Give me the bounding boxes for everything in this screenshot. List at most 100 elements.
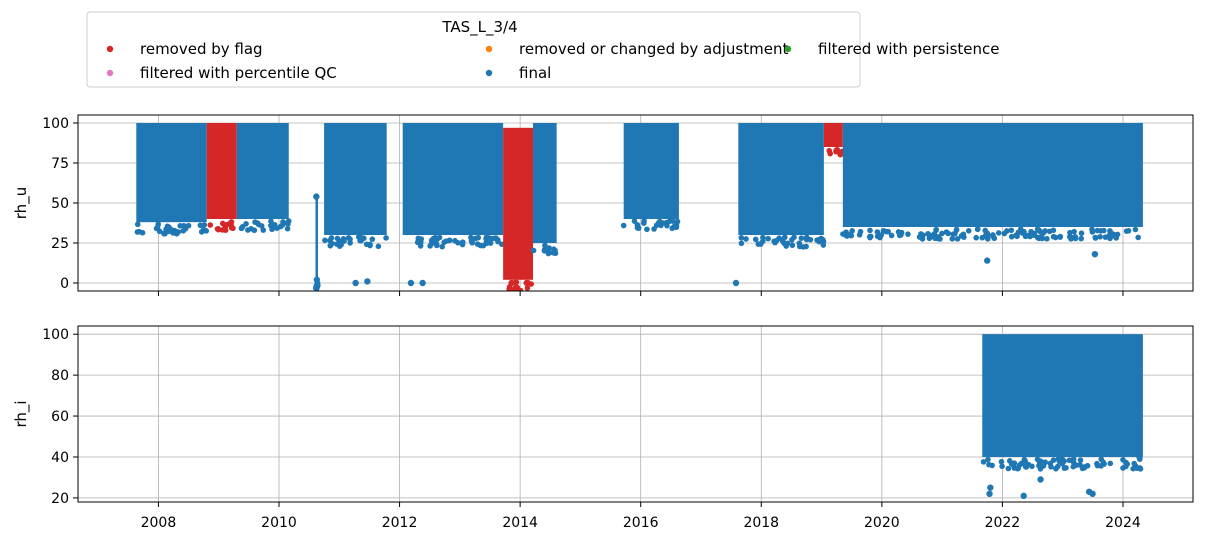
y-tick-label: 20 xyxy=(51,491,69,507)
data-point xyxy=(268,218,274,225)
data-point xyxy=(800,244,806,250)
data-point xyxy=(965,228,972,234)
x-tick-label: 2014 xyxy=(502,515,538,531)
y-axis-label: rh_u xyxy=(12,187,31,219)
x-tick-label: 2016 xyxy=(623,515,659,531)
data-point xyxy=(1098,463,1104,469)
data-point xyxy=(433,241,440,247)
data-point xyxy=(285,221,291,227)
data-point xyxy=(1094,460,1100,467)
data-band xyxy=(206,123,237,219)
data-band xyxy=(982,334,1143,457)
data-point xyxy=(659,220,666,226)
data-point xyxy=(1066,457,1073,464)
legend-marker xyxy=(784,45,792,53)
data-point xyxy=(985,456,991,463)
data-point xyxy=(1005,465,1012,472)
x-tick-label: 2008 xyxy=(141,515,177,531)
data-point xyxy=(1109,231,1116,237)
series-final xyxy=(134,123,210,237)
data-point xyxy=(313,283,320,290)
data-point xyxy=(329,240,335,247)
data-point xyxy=(541,247,548,254)
legend-title: TAS_L_3/4 xyxy=(441,18,517,37)
data-point xyxy=(974,226,981,232)
data-point xyxy=(986,490,993,498)
data-point xyxy=(1028,228,1034,235)
data-band xyxy=(842,123,1143,227)
data-point xyxy=(1130,465,1136,472)
x-tick-label: 2020 xyxy=(864,515,900,531)
legend-marker xyxy=(106,45,114,53)
data-point xyxy=(201,222,208,228)
legend-frame xyxy=(86,11,861,88)
data-point xyxy=(207,222,214,228)
data-marks xyxy=(134,123,1143,291)
data-point xyxy=(1038,233,1045,239)
data-point xyxy=(523,279,530,287)
data-point xyxy=(134,221,141,228)
data-point xyxy=(170,230,176,236)
data-point xyxy=(313,193,320,200)
data-point xyxy=(550,250,557,256)
data-point xyxy=(1097,233,1103,240)
data-point xyxy=(937,236,943,242)
data-point xyxy=(987,484,994,491)
data-point xyxy=(1036,228,1043,235)
data-point xyxy=(1123,459,1129,466)
data-point xyxy=(322,237,328,244)
data-point xyxy=(1046,228,1053,235)
data-point xyxy=(1008,227,1015,234)
data-point xyxy=(1089,229,1096,235)
data-point xyxy=(452,237,458,244)
data-point xyxy=(1061,458,1067,464)
x-tick-label: 2018 xyxy=(743,515,779,531)
data-point xyxy=(999,463,1005,470)
data-point xyxy=(215,226,222,232)
data-point xyxy=(1016,462,1023,468)
data-point xyxy=(826,147,833,154)
data-point xyxy=(228,225,235,231)
data-point xyxy=(228,219,235,225)
data-point xyxy=(284,225,291,232)
data-point xyxy=(328,235,335,241)
data-point xyxy=(139,229,146,236)
data-point xyxy=(874,229,881,235)
y-tick-label: 60 xyxy=(51,409,69,425)
data-point xyxy=(1021,456,1028,463)
data-point xyxy=(620,222,627,229)
data-point xyxy=(1079,465,1086,472)
data-point xyxy=(375,243,382,250)
data-point xyxy=(243,221,249,227)
series-final xyxy=(738,123,827,250)
data-point xyxy=(796,240,803,247)
data-point xyxy=(953,227,960,233)
data-point xyxy=(857,228,864,235)
data-band xyxy=(503,127,534,280)
data-point xyxy=(180,227,187,234)
data-point xyxy=(820,236,826,243)
y-tick-label: 75 xyxy=(51,156,69,172)
data-point xyxy=(517,287,524,291)
data-point xyxy=(1055,463,1061,470)
data-point xyxy=(783,241,789,248)
series-final xyxy=(312,198,321,291)
y-tick-label: 25 xyxy=(51,236,69,252)
series-final xyxy=(980,334,1144,472)
data-band xyxy=(738,123,824,235)
series-removed-by-flag xyxy=(503,127,535,291)
data-point xyxy=(251,227,258,234)
data-point xyxy=(1073,462,1080,468)
data-point xyxy=(1037,458,1044,464)
data-point xyxy=(1101,227,1107,234)
data-point xyxy=(347,236,353,243)
data-point xyxy=(1078,235,1085,242)
legend-label: final xyxy=(519,64,551,82)
data-point xyxy=(1071,228,1077,235)
series-final xyxy=(530,123,559,257)
data-point xyxy=(905,231,911,238)
data-point xyxy=(758,241,764,247)
series-final xyxy=(402,123,505,250)
data-point xyxy=(469,239,476,246)
